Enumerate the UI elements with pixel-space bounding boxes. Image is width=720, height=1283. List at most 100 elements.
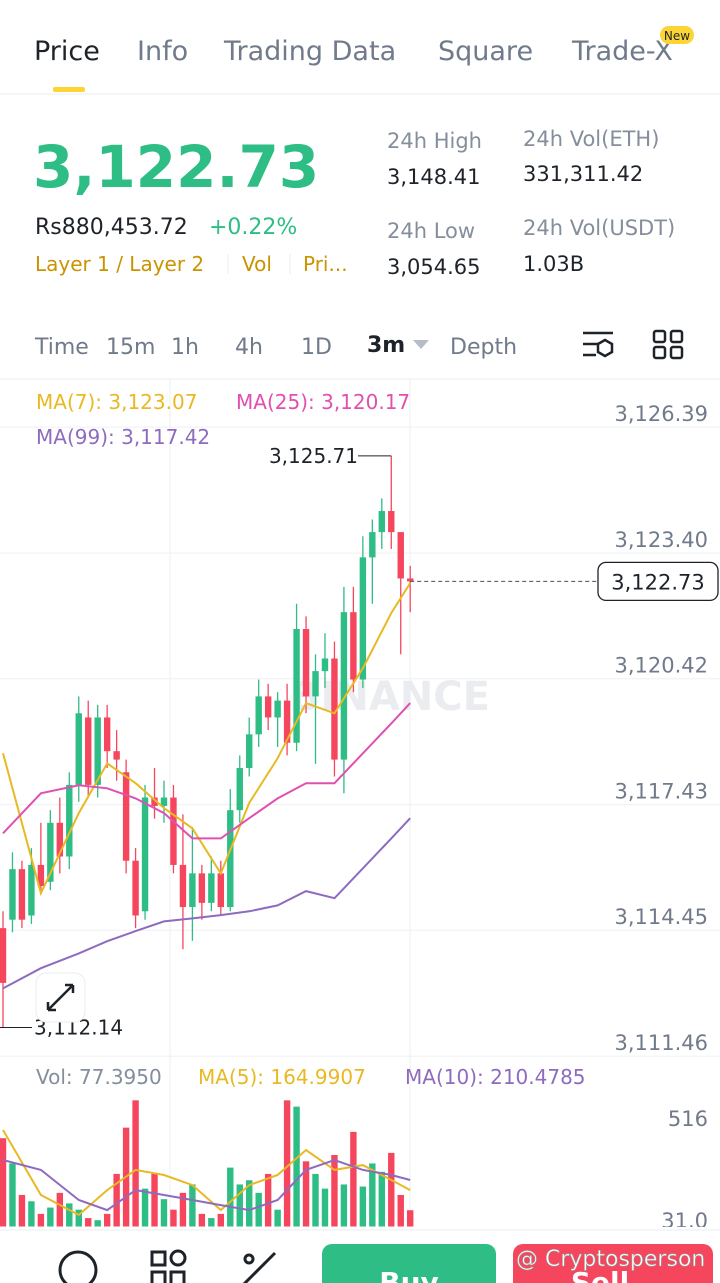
candle-body	[388, 511, 395, 533]
volume-bar	[293, 1106, 300, 1227]
candle-body	[47, 822, 54, 882]
interval[interactable]: 15m	[106, 335, 155, 360]
expand-icon	[46, 983, 75, 1012]
last-price: 3,122.73	[33, 133, 319, 201]
buy-label[interactable]: Buy	[379, 1266, 439, 1283]
ma-legend: MA(7): 3,123.07	[36, 390, 197, 414]
volume-bar	[0, 1138, 7, 1227]
stat-label: 24h High	[387, 129, 482, 153]
candle-body	[340, 612, 348, 760]
volume-bar	[37, 1213, 45, 1227]
ma-line	[2, 817, 411, 990]
tab[interactable]: Price	[34, 36, 100, 67]
tab[interactable]: Trading Data	[223, 36, 396, 67]
buy-button[interactable]	[322, 1244, 496, 1283]
volume-bar	[369, 1163, 376, 1227]
vol-ma-legend: MA(5): 164.9907	[198, 1065, 366, 1089]
stat-value: 3,054.65	[387, 255, 481, 279]
candle-body	[227, 810, 234, 908]
candle-body	[236, 768, 243, 811]
candle-body	[9, 869, 16, 920]
candle-body	[369, 532, 376, 558]
volume-bar	[94, 1220, 101, 1227]
y-tick-label: 3,126.39	[614, 402, 708, 426]
ma-legend: MA(99): 3,117.42	[36, 425, 210, 449]
stat-value: 3,148.41	[387, 165, 481, 189]
volume-bar	[340, 1184, 348, 1227]
candle-body	[255, 696, 262, 735]
candle-body	[85, 717, 92, 785]
candle-body	[198, 873, 206, 903]
y-tick-label: 3,114.45	[614, 905, 708, 929]
ma-line	[2, 582, 412, 897]
volume-bar	[18, 1194, 26, 1227]
interval[interactable]: 1h	[171, 335, 199, 360]
interval[interactable]: 4h	[235, 335, 263, 360]
volume-bar	[113, 1173, 120, 1227]
candle-body	[283, 700, 291, 743]
tools-icon[interactable]	[242, 1251, 277, 1283]
candle-body	[407, 578, 414, 582]
candle-body	[331, 658, 338, 760]
tag[interactable]: Pri...	[303, 252, 348, 276]
volume-bar	[312, 1173, 319, 1227]
sell-button[interactable]	[513, 1244, 713, 1283]
tab[interactable]: Trade-X	[571, 36, 673, 67]
candle-body	[160, 797, 168, 806]
candle-body	[56, 822, 64, 857]
candle-body	[141, 797, 149, 912]
candle-body	[37, 864, 45, 886]
volume-bar	[47, 1207, 54, 1227]
vol-tick-label: 516	[668, 1107, 708, 1131]
interval[interactable]: 1D	[301, 335, 332, 360]
tag[interactable]: Vol	[242, 252, 272, 276]
candle-body	[75, 713, 82, 785]
volume-bar	[56, 1192, 64, 1227]
interval-active[interactable]: 3m	[367, 333, 405, 358]
volume-bar	[246, 1180, 253, 1227]
stat-label: 24h Vol(ETH)	[523, 127, 659, 151]
candle-body	[302, 628, 310, 697]
tab-bar: Price Info Trading Data Square Trade-X N…	[0, 26, 720, 95]
candle-body	[274, 700, 281, 718]
stat-label: 24h Low	[387, 219, 475, 243]
vol-legend: Vol: 77.3950	[36, 1065, 162, 1089]
volume-bar	[378, 1171, 385, 1227]
interval[interactable]: Time	[34, 335, 89, 360]
badge-text: New	[664, 29, 690, 43]
volume-bar	[331, 1155, 338, 1227]
watermark: BINANCE	[290, 674, 490, 720]
sell-label[interactable]: Sell	[571, 1266, 629, 1283]
stat-value: 331,311.42	[523, 162, 643, 186]
interval[interactable]: Depth	[450, 335, 517, 360]
more-icon[interactable]	[58, 1250, 98, 1283]
tab[interactable]: Square	[438, 36, 533, 67]
indicator-icon[interactable]	[583, 331, 614, 358]
volume-bar	[283, 1100, 291, 1227]
volume-bar	[85, 1218, 92, 1227]
volume-bar	[397, 1194, 404, 1227]
y-tick-label: 3,117.43	[614, 780, 708, 804]
candle-body	[208, 873, 215, 903]
tag[interactable]: Layer 1 / Layer 2	[35, 252, 204, 276]
ma-legend: MA(25): 3,120.17	[236, 390, 410, 414]
interval-bar: Time 15m 1h 4h 1D 3m Depth	[0, 329, 720, 380]
volume-bar	[141, 1188, 149, 1227]
volume-bar	[217, 1213, 225, 1227]
layout-icon[interactable]	[652, 329, 684, 360]
vol-ma-line	[2, 1158, 411, 1212]
candle-body	[293, 628, 300, 743]
current-price-box	[597, 561, 719, 602]
volume-bar	[75, 1209, 82, 1227]
volume-bar	[407, 1210, 414, 1227]
bottom-bar: Buy Sell @ Cryptosperson	[0, 1229, 720, 1283]
new-badge	[660, 26, 694, 44]
grid-icon[interactable]	[150, 1249, 187, 1283]
stat-label: 24h Vol(USDT)	[523, 216, 675, 240]
candle-body	[378, 511, 385, 533]
candle-body	[217, 873, 225, 908]
volume-bar	[350, 1131, 357, 1227]
tab[interactable]: Info	[137, 36, 188, 67]
candle-body	[94, 717, 101, 785]
y-tick-label: 3,120.42	[614, 654, 708, 678]
